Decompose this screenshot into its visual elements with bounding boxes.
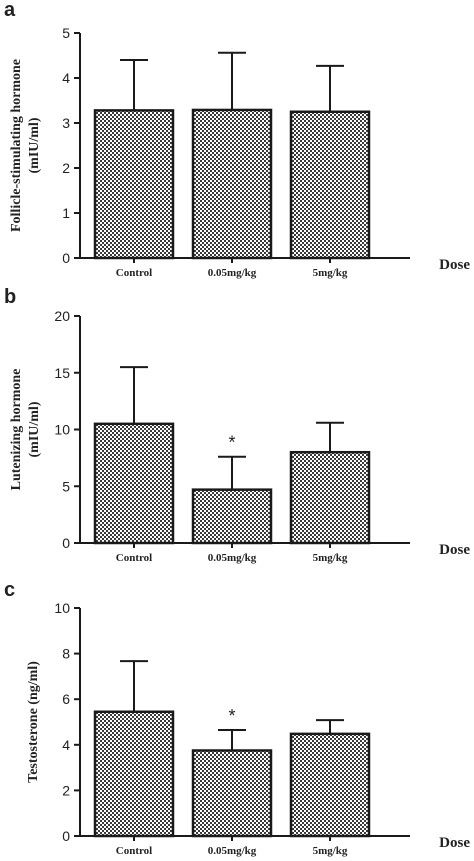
y-tick-label: 5 xyxy=(62,25,70,41)
category-label: 5mg/kg xyxy=(313,845,348,857)
y-axis-label: (mIU/ml) xyxy=(27,117,42,173)
bar xyxy=(191,488,273,545)
category-label: 5mg/kg xyxy=(313,267,348,279)
chart-panel-c: c 0 2 4 6 8 10 Control * 0.05mg/kg 5mg/kg Dose Testo… xyxy=(4,579,470,857)
x-axis-label: Dose xyxy=(439,257,470,273)
y-tick-label: 2 xyxy=(62,782,70,798)
y-tick-label: 8 xyxy=(62,646,70,662)
bar xyxy=(191,108,273,260)
bar xyxy=(93,109,175,260)
panel-letter: c xyxy=(4,579,15,601)
y-tick-label: 4 xyxy=(62,737,70,753)
y-tick-label: 1 xyxy=(62,205,70,221)
y-tick-label: 4 xyxy=(62,70,70,86)
panel-letter: a xyxy=(4,0,16,21)
y-axis-label: (mIU/ml) xyxy=(27,401,42,457)
category-label: 0.05mg/kg xyxy=(208,552,257,564)
panel-letter: b xyxy=(4,286,16,308)
category-label: 0.05mg/kg xyxy=(208,845,257,857)
category-label: Control xyxy=(116,552,152,564)
y-axis-label: Testosterone (ng/ml) xyxy=(26,661,41,783)
chart-panel-b: b 0 5 10 15 20 Control * 0.05mg/kg 5mg/kg Dose Lute… xyxy=(4,286,470,564)
bar xyxy=(289,732,371,838)
panels: a 0 1 2 3 4 5 Control 0.05mg/kg 5mg/kg Dose Follicl… xyxy=(4,0,470,857)
y-tick-label: 3 xyxy=(62,115,70,131)
y-tick-label: 0 xyxy=(62,535,70,551)
significance-marker: * xyxy=(228,433,235,453)
y-tick-label: 20 xyxy=(54,308,70,324)
y-axis-label: Lutenizing hormone xyxy=(9,369,24,491)
category-label: 5mg/kg xyxy=(313,552,348,564)
y-tick-label: 10 xyxy=(54,600,70,616)
y-tick-label: 0 xyxy=(62,250,70,266)
bar xyxy=(93,422,175,545)
x-axis-label: Dose xyxy=(439,542,470,558)
chart-panel-a: a 0 1 2 3 4 5 Control 0.05mg/kg 5mg/kg Dose Follicl… xyxy=(4,0,470,279)
y-tick-label: 2 xyxy=(62,160,70,176)
y-tick-label: 10 xyxy=(54,422,70,438)
y-tick-label: 0 xyxy=(62,828,70,844)
y-tick-label: 15 xyxy=(54,365,70,381)
category-label: 0.05mg/kg xyxy=(208,267,257,279)
y-tick-label: 6 xyxy=(62,691,70,707)
bar xyxy=(289,450,371,545)
y-tick-label: 5 xyxy=(62,478,70,494)
bar xyxy=(289,110,371,260)
significance-marker: * xyxy=(228,706,235,726)
category-label: Control xyxy=(116,267,152,279)
y-axis-label: Follicle-stimulating hormone xyxy=(9,59,24,232)
category-label: Control xyxy=(116,845,152,857)
bar xyxy=(93,710,175,838)
x-axis-label: Dose xyxy=(439,835,470,851)
bar xyxy=(191,749,273,838)
